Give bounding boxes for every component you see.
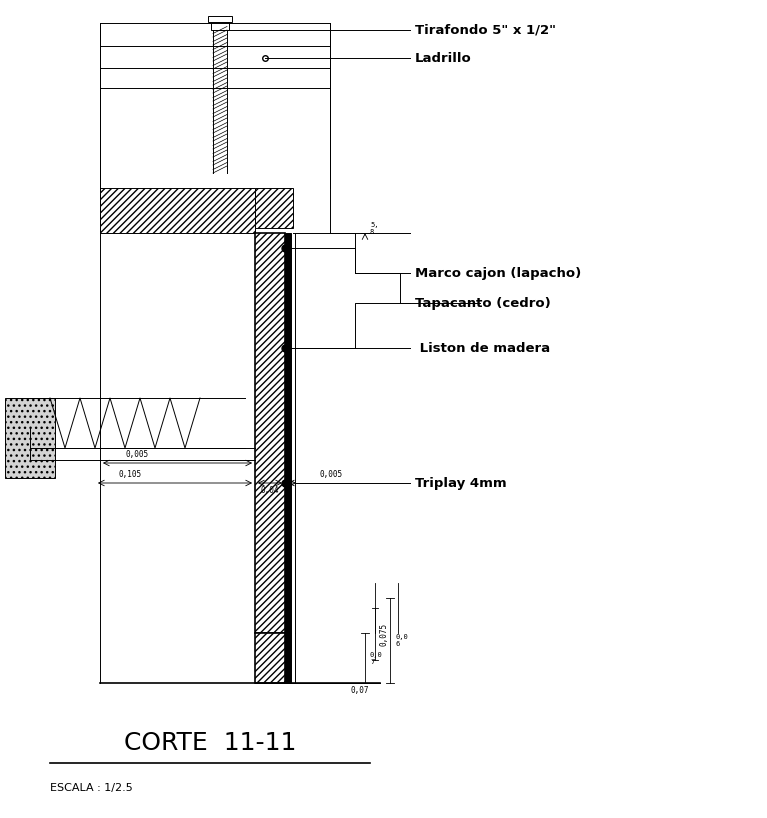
Bar [255,188,293,228]
Text: 0,005: 0,005 [126,450,149,459]
Bar [255,633,285,683]
Text: 0,005: 0,005 [320,470,343,479]
Text: Marco cajon (lapacho): Marco cajon (lapacho) [415,267,581,280]
Text: 0,0
7: 0,0 7 [370,651,383,664]
Bar [285,233,291,633]
Text: 0,075: 0,075 [380,622,389,645]
Text: 0,0
6: 0,0 6 [395,634,408,647]
Text: 0,04: 0,04 [261,486,279,495]
Bar [285,633,291,683]
Bar [211,22,229,30]
Text: Tirafondo 5" x 1/2": Tirafondo 5" x 1/2" [415,24,556,37]
Text: CORTE  11-11: CORTE 11-11 [123,731,296,755]
Bar [100,188,255,233]
Text: 0,07: 0,07 [351,686,369,695]
Bar [5,398,55,478]
Text: Ladrillo: Ladrillo [415,52,472,65]
Text: Triplay 4mm: Triplay 4mm [415,477,507,489]
Bar [255,233,285,633]
Text: 5,
8: 5, 8 [370,222,378,235]
Text: Liston de madera: Liston de madera [415,341,550,354]
Text: 0,105: 0,105 [118,470,142,479]
Bar [209,16,232,22]
Text: ESCALA : 1/2.5: ESCALA : 1/2.5 [50,783,133,793]
Text: Tapacanto (cedro): Tapacanto (cedro) [415,296,551,309]
